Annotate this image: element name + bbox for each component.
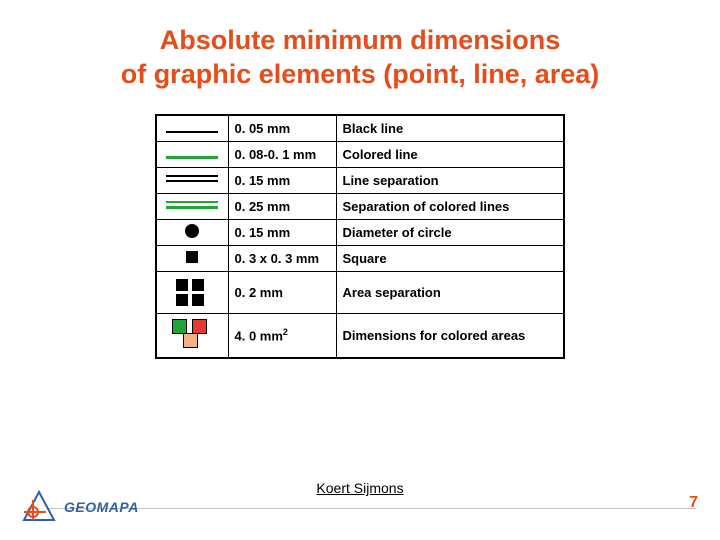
slide-title: Absolute minimum dimensions of graphic e… <box>0 0 720 92</box>
desc-cell: Separation of colored lines <box>336 193 564 219</box>
brand-text: GEOMAPA <box>64 499 139 515</box>
desc-cell: Black line <box>336 115 564 142</box>
icon-colored-line-separation <box>156 193 228 219</box>
icon-area-separation <box>156 271 228 313</box>
desc-cell: Area separation <box>336 271 564 313</box>
value-cell: 0. 15 mm <box>228 167 336 193</box>
value-cell: 0. 25 mm <box>228 193 336 219</box>
table-row: 0. 25 mm Separation of colored lines <box>156 193 564 219</box>
dimensions-table: 0. 05 mm Black line 0. 08-0. 1 mm Colore… <box>155 114 565 359</box>
table-row: 0. 15 mm Line separation <box>156 167 564 193</box>
dimensions-table-wrap: 0. 05 mm Black line 0. 08-0. 1 mm Colore… <box>155 114 565 359</box>
logo-triangle-icon <box>22 490 56 524</box>
value-cell: 0. 08-0. 1 mm <box>228 141 336 167</box>
desc-cell: Colored line <box>336 141 564 167</box>
table-row: 0. 2 mm Area separation <box>156 271 564 313</box>
value-cell: 4. 0 mm2 <box>228 313 336 358</box>
title-line-2: of graphic elements (point, line, area) <box>121 59 600 89</box>
icon-colored-line <box>156 141 228 167</box>
footer-rule <box>48 508 696 509</box>
icon-circle <box>156 219 228 245</box>
slide-footer: Koert Sijmons GEOMAPA 7 <box>0 480 720 540</box>
table-row: 0. 08-0. 1 mm Colored line <box>156 141 564 167</box>
icon-black-line <box>156 115 228 142</box>
value-text: 4. 0 mm <box>235 328 283 343</box>
title-line-1: Absolute minimum dimensions <box>160 25 561 55</box>
table-row: 4. 0 mm2 Dimensions for colored areas <box>156 313 564 358</box>
table-row: 0. 05 mm Black line <box>156 115 564 142</box>
desc-cell: Line separation <box>336 167 564 193</box>
value-superscript: 2 <box>283 327 288 337</box>
brand-logo: GEOMAPA <box>22 490 139 524</box>
icon-colored-areas <box>156 313 228 358</box>
desc-cell: Dimensions for colored areas <box>336 313 564 358</box>
table-row: 0. 3 x 0. 3 mm Square <box>156 245 564 271</box>
value-cell: 0. 05 mm <box>228 115 336 142</box>
desc-cell: Square <box>336 245 564 271</box>
icon-square <box>156 245 228 271</box>
desc-cell: Diameter of circle <box>336 219 564 245</box>
icon-line-separation <box>156 167 228 193</box>
value-cell: 0. 2 mm <box>228 271 336 313</box>
page-number: 7 <box>689 494 698 512</box>
value-cell: 0. 15 mm <box>228 219 336 245</box>
value-cell: 0. 3 x 0. 3 mm <box>228 245 336 271</box>
table-row: 0. 15 mm Diameter of circle <box>156 219 564 245</box>
